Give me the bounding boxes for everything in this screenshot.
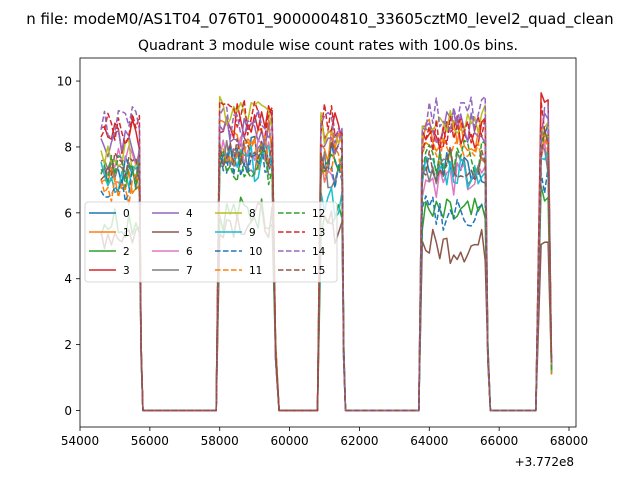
y-tick-label: 10 <box>57 75 72 89</box>
legend-label-9: 9 <box>249 227 256 239</box>
x-tick-label: 68000 <box>550 434 588 448</box>
legend-label-14: 14 <box>312 246 326 258</box>
axes-layer: 54000 56000 58000 60000 62000 64000 66000 68000… <box>57 57 588 448</box>
y-tick-label: 0 <box>64 404 72 418</box>
legend-label-3: 3 <box>123 265 130 277</box>
legend-label-6: 6 <box>186 246 193 258</box>
legend-label-15: 15 <box>312 265 325 277</box>
plot-frame <box>79 57 577 428</box>
x-tick-label: 54000 <box>61 434 99 448</box>
chart-title: Quadrant 3 module wise count rates with … <box>138 38 518 54</box>
x-offset-label: +3.772e8 <box>515 455 574 469</box>
y-tick-label: 2 <box>64 338 72 352</box>
legend-label-7: 7 <box>186 265 193 277</box>
legend-label-10: 10 <box>249 246 262 258</box>
x-tick-label: 64000 <box>410 434 448 448</box>
y-tick-label: 4 <box>64 272 72 286</box>
legend-label-8: 8 <box>249 208 256 220</box>
x-tick-label: 56000 <box>131 434 169 448</box>
legend-label-0: 0 <box>123 208 130 220</box>
x-tick-label: 60000 <box>270 434 308 448</box>
y-tick-label: 8 <box>64 140 72 154</box>
legend-label-2: 2 <box>123 246 130 258</box>
x-tick-label: 58000 <box>201 434 239 448</box>
series-line-15 <box>100 130 553 412</box>
legend-label-4: 4 <box>186 208 193 220</box>
legend-label-11: 11 <box>249 265 262 277</box>
y-tick-label: 6 <box>64 206 72 220</box>
x-tick-label: 66000 <box>480 434 518 448</box>
legend-label-5: 5 <box>186 227 193 239</box>
x-tick-label: 62000 <box>340 434 378 448</box>
figure-suptitle: n file: modeM0/AS1T04_076T01_9000004810_… <box>26 10 613 29</box>
legend-label-12: 12 <box>312 208 325 220</box>
legend-label-13: 13 <box>312 227 325 239</box>
legend-label-1: 1 <box>123 227 130 239</box>
legend-box <box>84 201 338 283</box>
